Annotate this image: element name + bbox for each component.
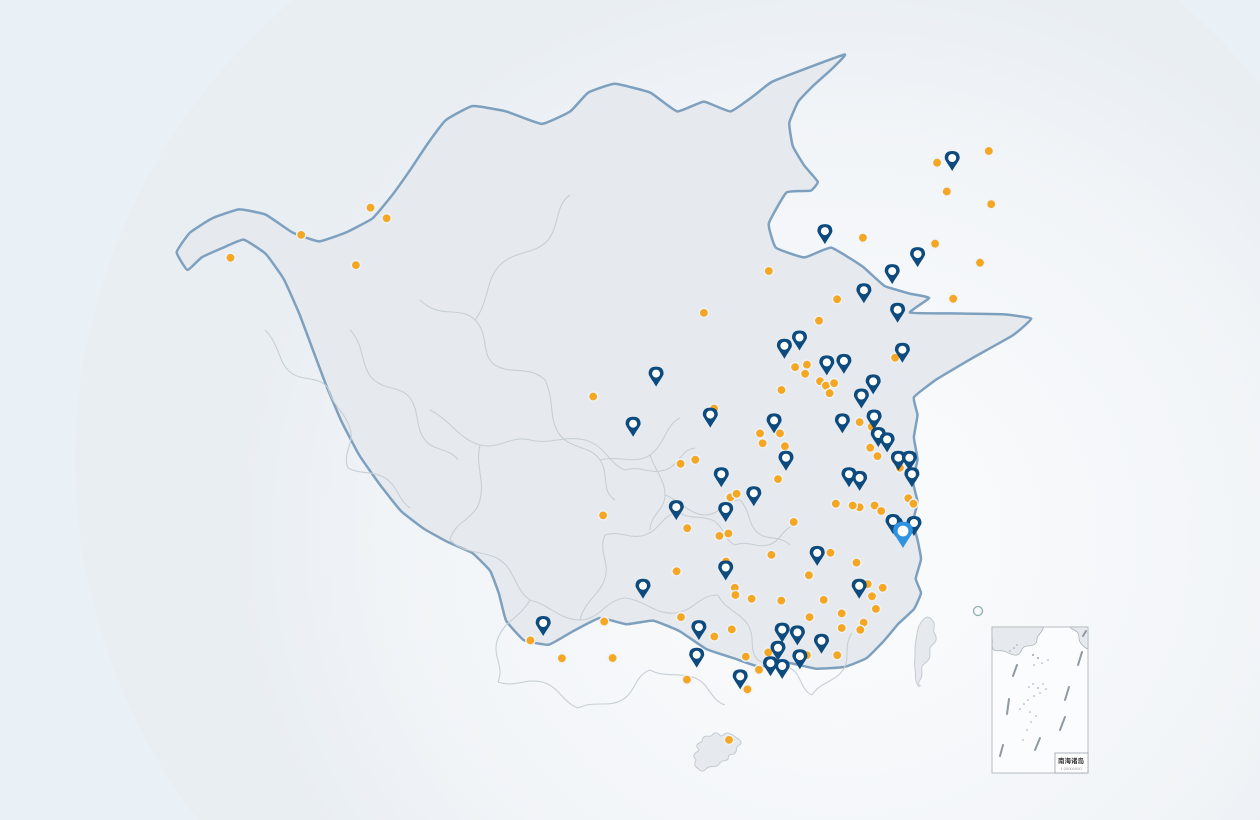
svg-text:1:20000000: 1:20000000 [1060, 766, 1082, 771]
svg-text:南海诸岛: 南海诸岛 [1058, 755, 1085, 765]
